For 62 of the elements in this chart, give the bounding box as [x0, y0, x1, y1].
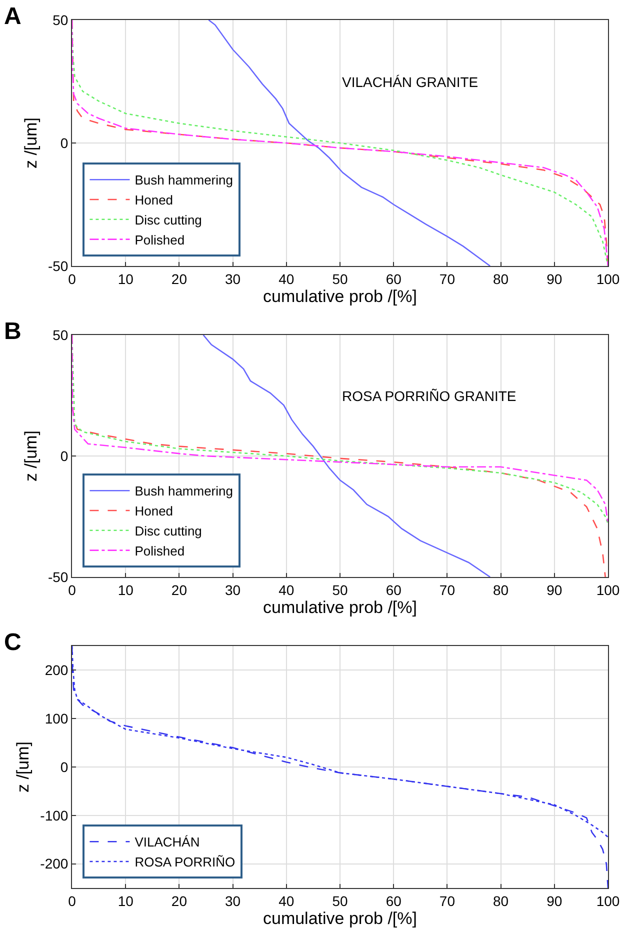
x-tick-label: 20: [171, 892, 188, 909]
x-tick-label: 80: [493, 270, 509, 287]
y-tick-label: 50: [52, 326, 68, 343]
y-tick-label: 200: [44, 662, 68, 678]
x-axis-title: cumulative prob /[%]: [262, 909, 418, 928]
x-tick-label: 40: [278, 892, 294, 909]
x-tick-label: 80: [493, 892, 509, 909]
annotation: VILACHÁN GRANITE: [342, 74, 478, 90]
x-tick-label: 80: [493, 582, 509, 598]
x-tick-label: 100: [596, 892, 620, 909]
legend-label: Honed: [134, 192, 174, 208]
x-tick-label: 10: [118, 270, 134, 287]
x-tick-label: 50: [332, 892, 348, 909]
text: B: [4, 318, 22, 345]
y-axis-title: z /[um]: [14, 741, 33, 793]
x-tick-label: 70: [439, 892, 456, 909]
y-tick-label: 0: [60, 758, 68, 775]
x-tick-label: 30: [225, 270, 241, 287]
legend-label: Disc cutting: [134, 523, 202, 538]
x-tick-label: 60: [386, 892, 402, 909]
x-tick-label: 100: [596, 270, 620, 287]
y-tick-label: 0: [60, 448, 68, 464]
x-tick-label: 90: [546, 582, 562, 598]
x-tick-label: 90: [546, 892, 562, 909]
x-tick-label: 70: [439, 582, 456, 598]
x-axis-title: cumulative prob /[%]: [262, 287, 418, 306]
x-tick-label: 60: [386, 270, 402, 287]
x-tick-label: 30: [225, 892, 241, 909]
x-tick-label: 40: [278, 270, 294, 287]
x-tick-label: 10: [118, 892, 134, 909]
y-tick-label: 0: [60, 134, 68, 151]
y-tick-label: -100: [40, 807, 68, 824]
x-tick-label: 50: [332, 582, 348, 598]
legend-label: Bush hammering: [134, 172, 233, 188]
legend-label: Polished: [134, 543, 185, 558]
x-tick-label: 60: [386, 582, 402, 598]
x-tick-label: 50: [332, 270, 348, 287]
x-tick-label: 20: [171, 582, 188, 598]
legend-label: Bush hammering: [134, 484, 233, 499]
x-axis-title: cumulative prob /[%]: [262, 598, 418, 618]
y-axis-title: z /[um]: [22, 117, 41, 169]
y-tick-label: -200: [40, 856, 68, 872]
x-tick-label: 10: [118, 582, 134, 598]
legend-label: Disc cutting: [134, 212, 202, 228]
x-tick-label: 20: [171, 270, 188, 287]
y-tick-label: 50: [52, 12, 68, 28]
text: A: [4, 3, 22, 30]
y-tick-label: -50: [48, 568, 68, 585]
x-tick-label: 40: [278, 582, 294, 598]
legend-label: ROSA PORRIÑO: [134, 854, 236, 870]
annotation: ROSA PORRIÑO GRANITE: [342, 388, 516, 404]
y-axis-title: z /[um]: [22, 430, 41, 482]
x-tick-label: 70: [439, 270, 456, 287]
y-tick-label: -50: [48, 258, 68, 274]
text: C: [4, 629, 22, 656]
x-tick-label: 100: [596, 582, 620, 598]
x-tick-label: 90: [546, 270, 562, 287]
legend-label: Honed: [134, 504, 174, 519]
legend-label: Polished: [134, 232, 185, 248]
legend-label: VILACHÁN: [134, 834, 200, 850]
y-tick-label: 100: [44, 710, 68, 726]
x-tick-label: 30: [225, 582, 241, 598]
